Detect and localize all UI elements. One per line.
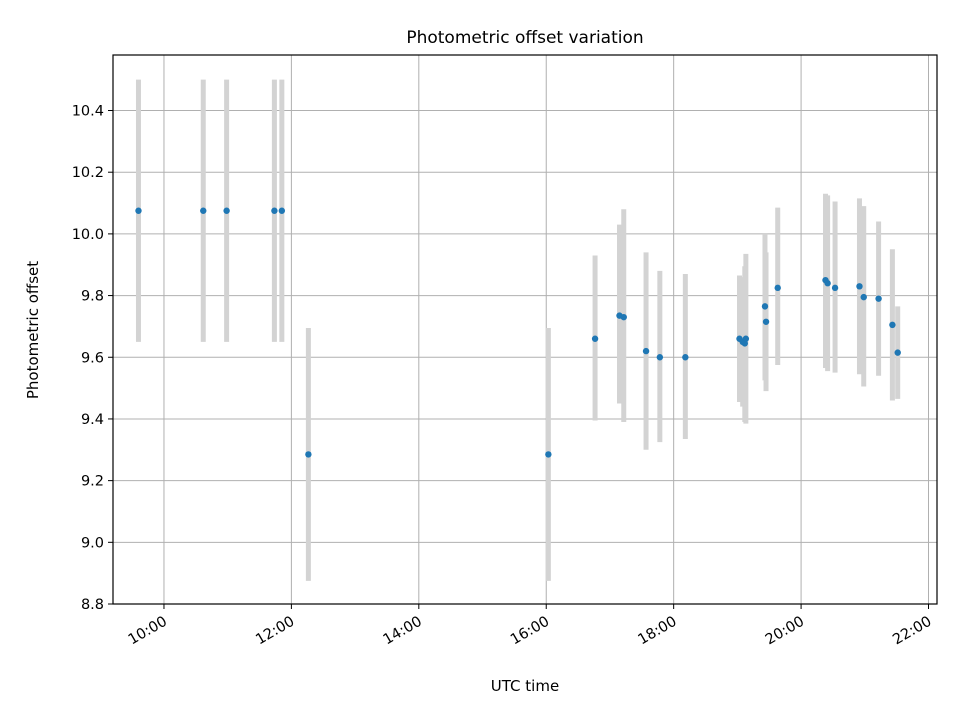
- data-point: [620, 313, 627, 321]
- data-point: [831, 284, 839, 292]
- data-point: [200, 207, 207, 214]
- y-axis: 8.8 9.0 9.2 9.4 9.6 9.8 10.0 10.2 10.4: [72, 104, 113, 613]
- y-tick-label: 10.4: [72, 104, 104, 120]
- y-tick-label: 9.0: [81, 535, 104, 551]
- data-point: [271, 207, 278, 214]
- data-point: [278, 207, 286, 214]
- data-point: [545, 451, 552, 458]
- data-point: [656, 354, 664, 361]
- data-point: [875, 295, 882, 302]
- data-point: [591, 335, 599, 342]
- data-point: [642, 347, 650, 355]
- plot-frame: [112, 54, 938, 605]
- y-tick-label: 9.4: [81, 412, 104, 428]
- data-point: [889, 321, 896, 329]
- data-point: [894, 349, 901, 356]
- y-tick-label: 9.6: [81, 350, 104, 366]
- data-point: [305, 451, 312, 458]
- y-tick-label: 10.2: [72, 165, 104, 181]
- y-tick-label: 8.8: [81, 597, 104, 613]
- data-point: [682, 354, 689, 361]
- data-point: [223, 207, 230, 214]
- y-tick-label: 9.8: [81, 289, 104, 305]
- data-point: [761, 303, 769, 310]
- data-point: [135, 207, 142, 214]
- data-point: [824, 280, 831, 287]
- y-axis-title: Photometric offset: [24, 261, 42, 399]
- data-point: [742, 335, 750, 342]
- data-point: [856, 283, 863, 290]
- y-tick-label: 10.0: [72, 227, 104, 243]
- data-point: [762, 318, 770, 325]
- data-points: [135, 207, 901, 458]
- y-tick-label: 9.2: [81, 474, 104, 490]
- chart-title: Photometric offset variation: [406, 28, 643, 48]
- x-axis-title: UTC time: [491, 677, 559, 695]
- data-point: [860, 293, 867, 301]
- data-point: [774, 284, 781, 292]
